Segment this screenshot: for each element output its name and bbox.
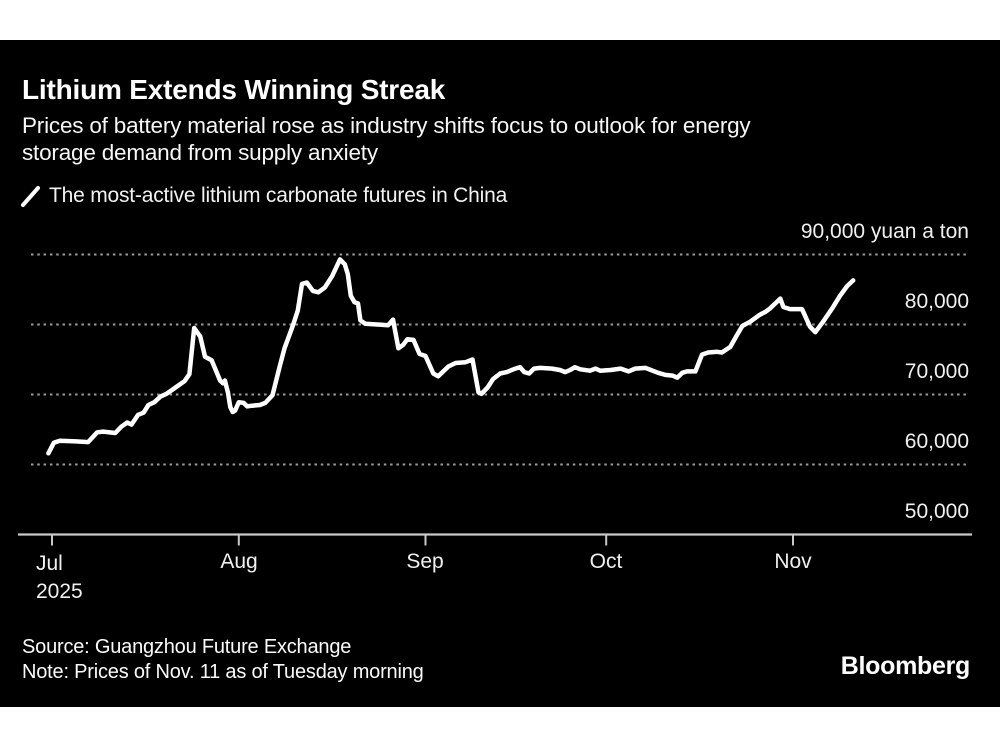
legend-line-icon bbox=[21, 185, 40, 207]
chart-card: Lithium Extends Winning Streak Prices of… bbox=[0, 40, 1000, 707]
legend: The most-active lithium carbonate future… bbox=[21, 184, 507, 208]
x-tick-label-nov: Nov bbox=[774, 550, 812, 573]
legend-label: The most-active lithium carbonate future… bbox=[49, 184, 508, 207]
y-tick-label-80000: 80,000 bbox=[904, 290, 969, 313]
note-text: Note: Prices of Nov. 11 as of Tuesday mo… bbox=[22, 661, 424, 683]
x-tick-label-aug: Aug bbox=[220, 550, 258, 573]
y-tick-label-60000: 60,000 bbox=[904, 430, 969, 453]
chart-subtitle-line2: storage demand from supply anxiety bbox=[22, 140, 378, 165]
source-text: Source: Guangzhou Future Exchange bbox=[22, 636, 352, 658]
x-axis-year-label: 2025 bbox=[36, 580, 83, 603]
x-tick-label-jul: Jul 2025 bbox=[36, 550, 83, 606]
bloomberg-logo: Bloomberg bbox=[840, 652, 971, 680]
x-tick-label-oct: Oct bbox=[589, 550, 623, 573]
chart-title: Lithium Extends Winning Streak bbox=[22, 74, 446, 105]
chart-subtitle-line1: Prices of battery material rose as indus… bbox=[22, 113, 751, 138]
y-axis-unit-label: 90,000 yuan a ton bbox=[800, 220, 969, 243]
price-line bbox=[46, 257, 856, 456]
x-tick-label-sep: Sep bbox=[406, 550, 444, 573]
y-tick-label-50000: 50,000 bbox=[904, 500, 969, 523]
y-tick-label-70000: 70,000 bbox=[904, 360, 969, 383]
x-tick-label-jul-month: Jul bbox=[36, 552, 63, 575]
